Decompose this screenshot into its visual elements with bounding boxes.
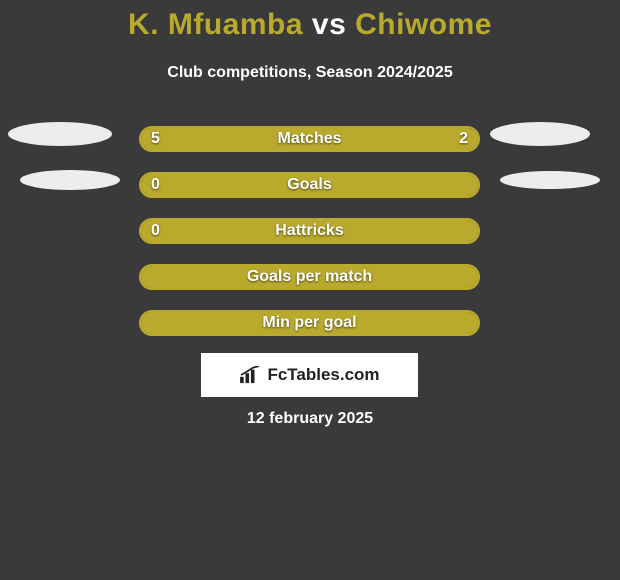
title-player1: K. Mfuamba xyxy=(128,8,303,41)
page-title: K. Mfuamba vs Chiwome xyxy=(0,8,620,42)
side-ellipse-right xyxy=(490,122,590,146)
attribution-logo: FcTables.com xyxy=(201,353,418,397)
stat-row: Hattricks0 xyxy=(0,218,620,246)
stat-row: Min per goal xyxy=(0,310,620,338)
bar-fill-left xyxy=(141,128,370,150)
title-player2: Chiwome xyxy=(355,8,492,41)
subtitle: Club competitions, Season 2024/2025 xyxy=(0,64,620,82)
bar-fill-left xyxy=(141,174,478,196)
title-vs: vs xyxy=(303,8,355,41)
stat-row: Goals per match xyxy=(0,264,620,292)
bar-track: Hattricks0 xyxy=(139,218,480,244)
bar-fill-left xyxy=(141,312,478,334)
barchart-icon xyxy=(239,366,261,384)
attribution-text: FcTables.com xyxy=(267,365,379,385)
bar-track: Min per goal xyxy=(139,310,480,336)
bar-fill-left xyxy=(141,266,478,288)
stat-row: Matches52 xyxy=(0,126,620,154)
bar-fill-left xyxy=(141,220,478,242)
bar-track: Goals per match xyxy=(139,264,480,290)
date-text: 12 february 2025 xyxy=(0,410,620,428)
bar-track: Matches52 xyxy=(139,126,480,152)
stat-row: Goals0 xyxy=(0,172,620,200)
bar-track: Goals0 xyxy=(139,172,480,198)
comparison-infographic: K. Mfuamba vs Chiwome Club competitions,… xyxy=(0,0,620,580)
side-ellipse-left xyxy=(8,122,112,146)
side-ellipse-left xyxy=(20,170,120,190)
side-ellipse-right xyxy=(500,171,600,189)
bar-fill-right xyxy=(370,128,478,150)
